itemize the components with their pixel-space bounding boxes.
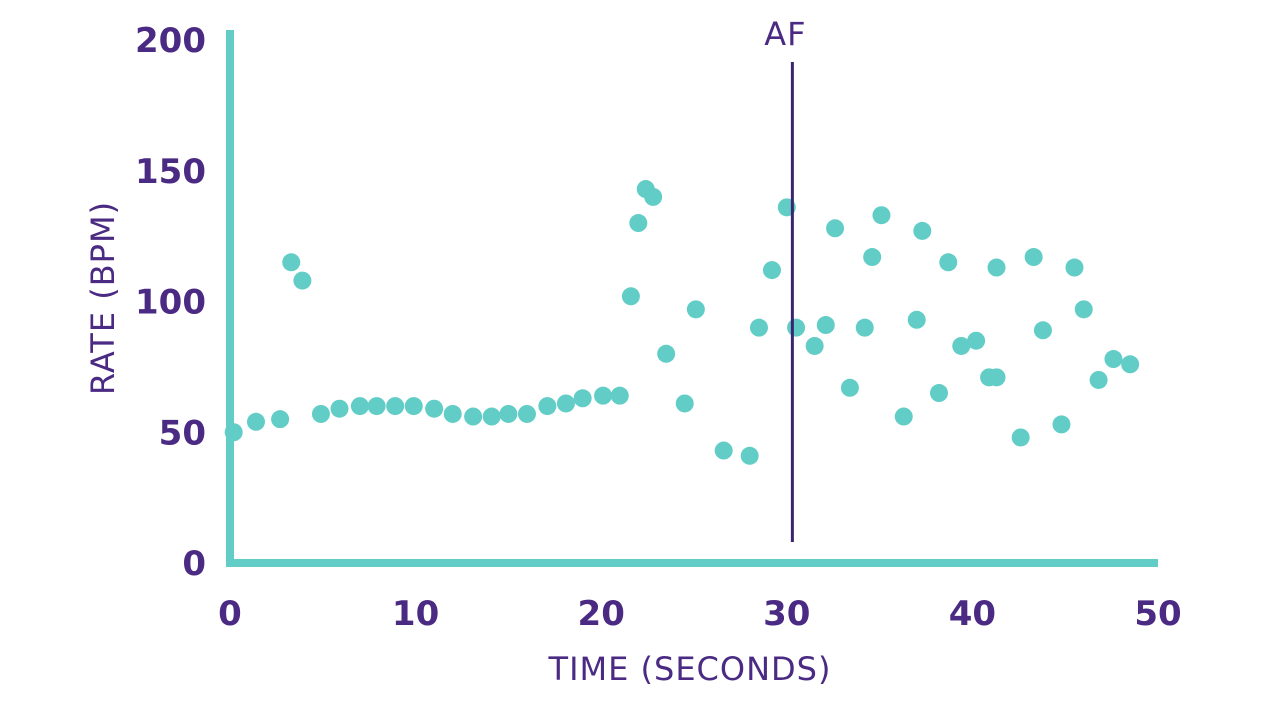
data-point <box>840 378 859 397</box>
y-tick-label: 0 <box>182 544 206 584</box>
data-point <box>610 386 629 405</box>
annotations: AF <box>764 15 806 542</box>
af-marker-label: AF <box>764 15 806 53</box>
data-point <box>282 253 301 272</box>
y-axis-title: RATE (BPM) <box>84 201 122 395</box>
data-point <box>594 386 613 405</box>
data-point <box>330 399 349 418</box>
data-point <box>872 206 891 225</box>
data-point <box>740 446 759 465</box>
data-point <box>816 316 835 335</box>
data-point <box>714 441 733 460</box>
data-point <box>1024 248 1043 267</box>
data-point <box>425 399 444 418</box>
y-tick-label: 100 <box>135 283 206 323</box>
data-point <box>246 412 265 431</box>
axes <box>226 30 1158 567</box>
x-tick-label: 50 <box>1134 594 1181 634</box>
data-point <box>1074 300 1093 319</box>
data-point <box>1121 355 1140 374</box>
x-tick-label: 20 <box>578 594 625 634</box>
data-point <box>464 407 483 426</box>
data-point <box>855 318 874 337</box>
data-point <box>271 410 290 429</box>
data-point <box>939 253 958 272</box>
data-point <box>1065 258 1084 277</box>
data-point <box>863 248 882 267</box>
data-point <box>787 318 806 337</box>
data-point <box>1011 428 1030 447</box>
y-tick-label: 50 <box>159 413 206 453</box>
data-point <box>967 331 986 350</box>
data-point <box>913 221 932 240</box>
data-point <box>929 384 948 403</box>
data-point <box>826 219 845 238</box>
y-tick-label: 150 <box>135 152 206 192</box>
data-point <box>621 287 640 306</box>
data-point <box>1052 415 1071 434</box>
data-point <box>894 407 913 426</box>
data-point <box>1033 321 1052 340</box>
data-point <box>350 397 369 416</box>
data-point <box>482 407 501 426</box>
data-point <box>556 394 575 413</box>
data-point <box>907 310 926 329</box>
x-tick-label: 40 <box>949 594 996 634</box>
data-point <box>517 404 536 423</box>
y-tick-label: 200 <box>135 21 206 61</box>
data-points <box>224 180 1140 465</box>
data-point <box>644 187 663 206</box>
data-point <box>987 368 1006 387</box>
data-point <box>686 300 705 319</box>
data-point <box>675 394 694 413</box>
data-point <box>1089 370 1108 389</box>
data-point <box>538 397 557 416</box>
data-point <box>987 258 1006 277</box>
data-point <box>499 404 518 423</box>
tick-labels: 0 50 100 150 200 0 10 20 30 40 50 <box>135 21 1182 634</box>
data-point <box>805 336 824 355</box>
data-point <box>573 389 592 408</box>
data-point <box>367 397 386 416</box>
data-point <box>952 336 971 355</box>
data-point <box>629 214 648 233</box>
data-point <box>293 271 312 290</box>
x-axis-title: TIME (SECONDS) <box>548 650 832 688</box>
data-point <box>443 404 462 423</box>
data-point <box>762 261 781 280</box>
data-point <box>311 404 330 423</box>
x-tick-label: 0 <box>218 594 242 634</box>
x-tick-label: 10 <box>392 594 439 634</box>
data-point <box>386 397 405 416</box>
data-point <box>1104 350 1123 369</box>
x-tick-label: 30 <box>763 594 810 634</box>
data-point <box>404 397 423 416</box>
data-point <box>749 318 768 337</box>
data-point <box>657 344 676 363</box>
